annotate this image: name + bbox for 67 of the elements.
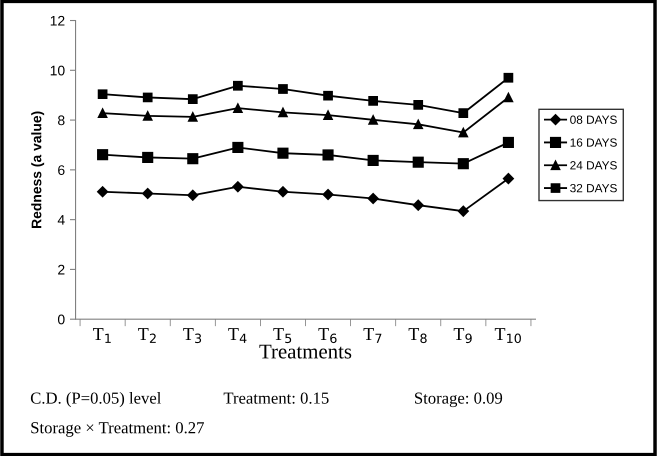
text: C.D. (P=0.05) level: [30, 392, 162, 408]
x-tick-label: T$_{6}$: [318, 328, 337, 344]
point: [97, 186, 108, 198]
point: [413, 119, 424, 130]
legend-label: 16 DAYS: [570, 138, 617, 147]
text: Storage × Treatment: 0.27: [31, 422, 204, 437]
point: [502, 136, 514, 148]
point: [98, 108, 108, 118]
y-tick-label: 2: [58, 264, 64, 274]
point: [413, 100, 424, 110]
y-tick-label: 8: [58, 115, 65, 126]
point: [412, 200, 424, 211]
point: [233, 80, 243, 91]
point: [504, 92, 514, 102]
point: [458, 128, 468, 138]
point: [368, 114, 378, 125]
x-tick-label: T$_{4}$: [228, 328, 246, 343]
point: [187, 190, 198, 201]
point: [412, 156, 424, 168]
legend-label: 24 DAYS: [570, 161, 617, 170]
x-tick-label: T$_{3}$: [183, 328, 202, 344]
legend-label: 32 DAYS: [570, 184, 617, 192]
y-tick-label: 4: [58, 215, 65, 225]
point: [368, 154, 379, 166]
point: [188, 112, 198, 122]
y-tick-label: 6: [58, 165, 65, 176]
x-tick-label: T$_{1}$: [93, 328, 111, 343]
point: [277, 186, 289, 198]
x-axis-title: Treatments: [259, 344, 352, 359]
point: [142, 188, 154, 200]
point: [458, 108, 468, 118]
point: [142, 152, 154, 163]
point: [323, 110, 333, 120]
point: [277, 148, 289, 159]
y-tick-label: 10: [50, 66, 65, 76]
point: [322, 188, 334, 200]
text: Treatment: 0.15: [224, 392, 329, 404]
y-axis-title: Redness (a value): [31, 111, 44, 228]
x-tick-label: T$_{5}$: [273, 328, 292, 344]
point: [504, 72, 514, 83]
y-tick-label: 0: [58, 314, 65, 324]
point: [187, 153, 198, 164]
point: [322, 149, 334, 160]
x-tick-label: T$_{8}$: [408, 328, 427, 344]
point: [188, 94, 198, 104]
point: [233, 103, 243, 113]
point: [142, 110, 153, 121]
x-tick-label: T$_{9}$: [454, 328, 472, 344]
point: [323, 90, 333, 101]
point: [502, 172, 514, 184]
y-tick-label: 12: [50, 16, 64, 26]
point: [97, 149, 108, 160]
x-tick-label: T$_{10}$: [494, 328, 521, 344]
point: [458, 158, 469, 170]
point: [458, 206, 469, 217]
legend-label: 08 DAYS: [570, 116, 617, 124]
x-tick-label: T$_{2}$: [138, 328, 156, 343]
point: [278, 84, 288, 94]
point: [142, 92, 153, 102]
point: [98, 89, 108, 100]
point: [368, 192, 379, 204]
point: [232, 181, 244, 192]
x-tick-label: T$_{7}$: [364, 328, 382, 343]
point: [368, 96, 378, 106]
point: [278, 108, 288, 118]
point: [232, 142, 244, 154]
text: Storage: 0.09: [415, 392, 502, 408]
